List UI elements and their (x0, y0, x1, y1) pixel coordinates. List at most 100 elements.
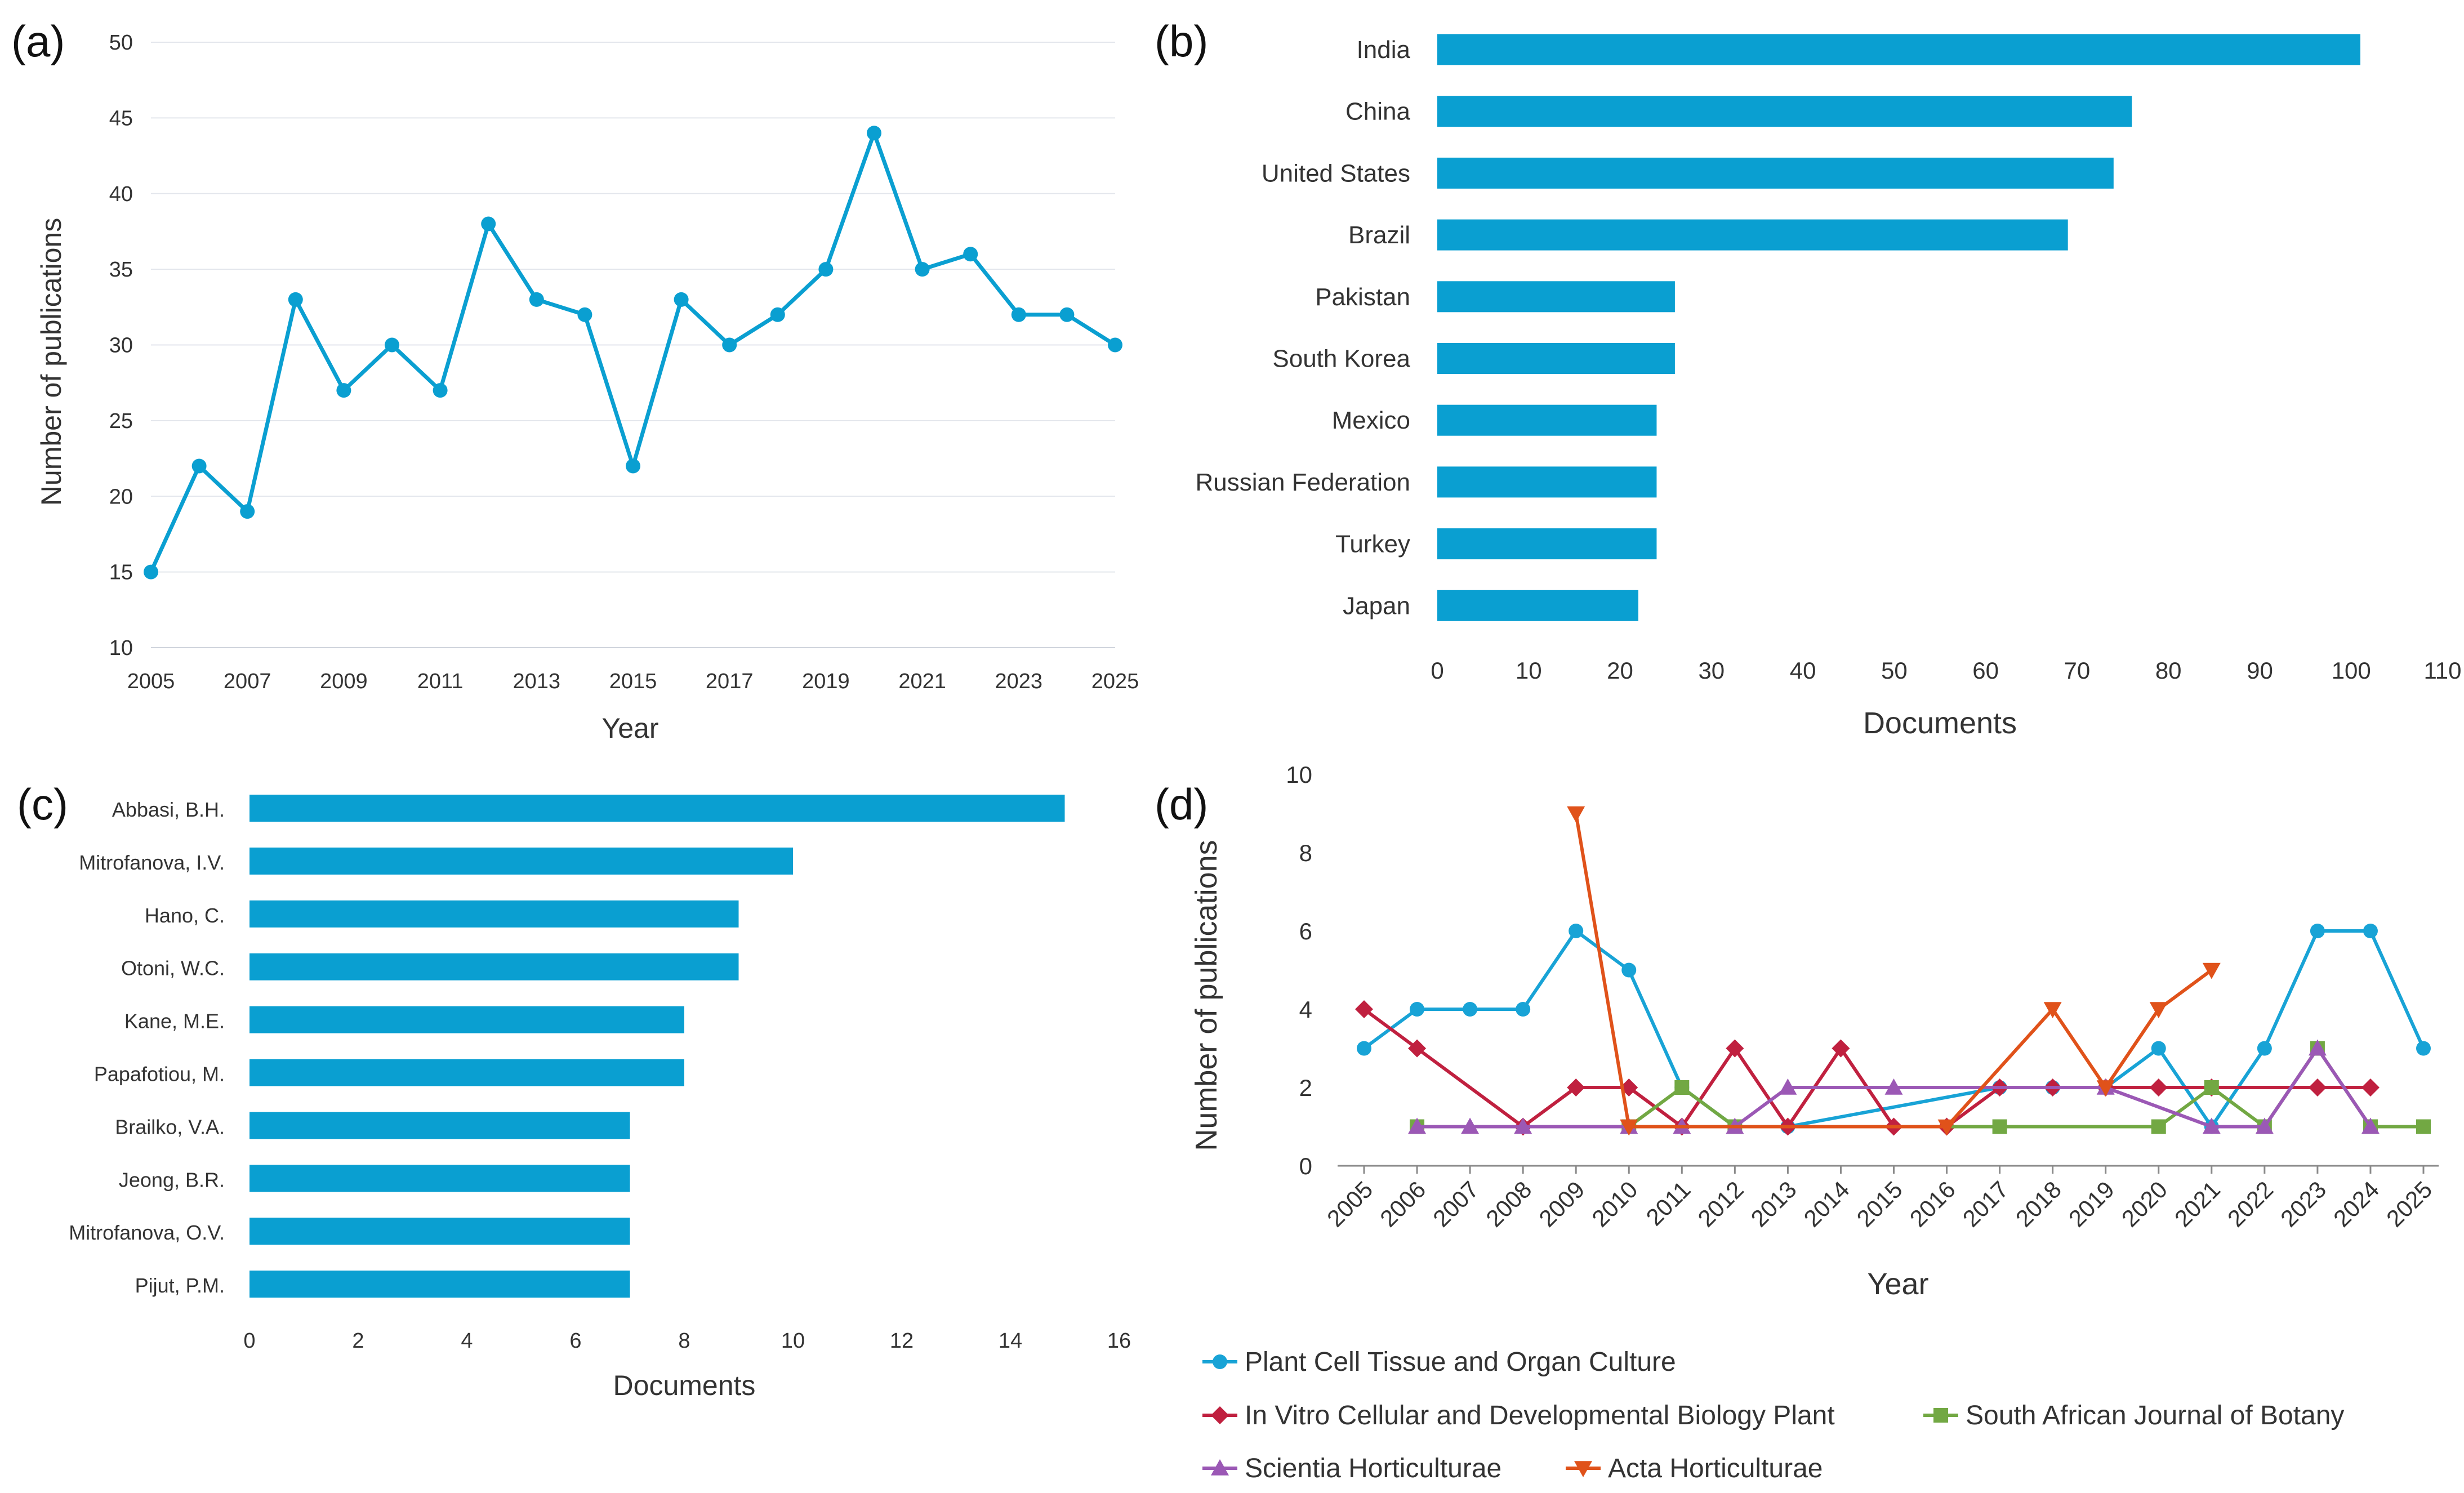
x-tick-label-d: 2024 (2328, 1176, 2384, 1232)
y-tick-label-a: 35 (109, 258, 133, 282)
y-tick-label-a: 45 (109, 106, 133, 130)
category-label-b: Japan (1343, 592, 1410, 620)
bar-c (249, 1218, 630, 1245)
category-label-c: Hano, C. (145, 904, 225, 927)
legend-label-d-3: Scientia Horticulturae (1245, 1454, 1501, 1483)
x-tick-label-a: 2011 (417, 670, 464, 693)
x-tick-label-d: 2017 (1958, 1176, 2013, 1232)
y-tick-label-d: 0 (1299, 1153, 1312, 1179)
data-point-d-3 (2202, 1117, 2221, 1134)
legend-marker-d-2 (1933, 1408, 1948, 1423)
bar-c (249, 1059, 684, 1086)
x-axis-title-c: Documents (613, 1370, 756, 1401)
data-point-d-3 (2361, 1117, 2380, 1134)
category-label-c: Otoni, W.C. (121, 957, 225, 980)
x-tick-label-d: 2006 (1375, 1176, 1431, 1232)
bar-c (249, 795, 1065, 822)
data-point-a (144, 564, 158, 580)
series-line-a (149, 131, 1116, 573)
x-tick-label-a: 2009 (320, 670, 368, 693)
data-point-d-4 (2149, 1002, 2168, 1018)
bar-c (249, 953, 739, 981)
data-point-a (626, 458, 640, 474)
bar-b (1437, 404, 1657, 436)
x-tick-label-a: 2023 (995, 670, 1043, 693)
bar-b (1437, 219, 2068, 251)
data-point-a (433, 383, 448, 398)
x-tick-label-a: 2021 (898, 670, 946, 693)
data-point-d-3 (1884, 1078, 1903, 1095)
data-point-d-3 (2255, 1117, 2274, 1134)
category-label-b: Mexico (1332, 407, 1410, 434)
data-point-a (529, 292, 544, 307)
data-point-d-4 (2096, 1080, 2115, 1097)
y-tick-label-a: 30 (109, 334, 133, 358)
x-tick-label-d: 2019 (2064, 1176, 2119, 1232)
data-point-d-2 (2151, 1119, 2166, 1134)
bar-b (1437, 590, 1638, 621)
category-label-c: Abbasi, B.H. (112, 798, 225, 821)
data-point-a (915, 262, 930, 277)
data-point-d-1 (1408, 1039, 1427, 1058)
x-tick-label-b: 60 (1972, 657, 1999, 684)
panel-label-b: (b) (1155, 16, 1208, 66)
x-tick-label-d: 2014 (1799, 1176, 1855, 1232)
data-point-d-0 (1410, 1002, 1425, 1017)
data-point-a (818, 262, 834, 277)
x-tick-label-d: 2025 (2381, 1176, 2437, 1232)
x-tick-label-d: 2020 (2117, 1176, 2172, 1232)
data-point-d-0 (2416, 1041, 2431, 1056)
category-label-c: Kane, M.E. (124, 1010, 225, 1033)
chart-d-publications-by-journal: 0246810200520062007200820092010201120122… (1189, 761, 2439, 1483)
x-tick-label-b: 100 (2332, 657, 2371, 684)
category-label-c: Brailko, V.A. (115, 1115, 225, 1138)
data-point-d-2 (2204, 1080, 2219, 1095)
x-tick-label-d: 2005 (1322, 1176, 1378, 1232)
data-point-d-0 (2257, 1041, 2272, 1056)
category-label-b: Pakistan (1315, 283, 1410, 311)
y-axis-title-a: Number of publications (35, 218, 67, 506)
y-tick-label-a: 40 (109, 182, 133, 206)
data-point-a (385, 337, 399, 353)
y-tick-label-a: 50 (109, 31, 133, 55)
data-point-d-0 (1357, 1041, 1371, 1056)
x-tick-label-d: 2011 (1641, 1176, 1696, 1231)
x-tick-label-c: 16 (1107, 1329, 1131, 1353)
x-tick-label-b: 50 (1881, 657, 1908, 684)
legend-label-d-4: Acta Horticulturae (1608, 1454, 1823, 1483)
bar-b (1437, 281, 1675, 313)
data-point-d-0 (2363, 924, 2378, 938)
x-tick-label-b: 90 (2247, 657, 2273, 684)
data-point-a (481, 216, 496, 231)
y-tick-label-d: 10 (1286, 761, 1312, 788)
x-tick-label-b: 20 (1607, 657, 1633, 684)
x-tick-label-a: 2015 (609, 670, 657, 693)
legend-label-d-1: In Vitro Cellular and Developmental Biol… (1245, 1401, 1835, 1430)
legend-label-d-0: Plant Cell Tissue and Organ Culture (1245, 1347, 1676, 1377)
series-line-d-0 (1363, 929, 2425, 1129)
x-tick-label-b: 0 (1431, 657, 1443, 684)
x-axis-title-a: Year (601, 712, 658, 744)
category-label-b: Russian Federation (1195, 469, 1410, 496)
panel-label-c: (c) (17, 779, 68, 829)
x-tick-label-b: 40 (1790, 657, 1816, 684)
data-point-a (288, 292, 303, 307)
category-label-c: Mitrofanova, I.V. (79, 851, 225, 874)
x-tick-label-d: 2018 (2011, 1176, 2066, 1232)
data-point-d-1 (1355, 1000, 1373, 1018)
bar-b (1437, 157, 2114, 189)
bar-c (249, 1271, 630, 1298)
bar-b (1437, 528, 1657, 560)
data-point-a (336, 383, 351, 398)
data-point-a (963, 247, 978, 262)
legend-marker-d-0 (1213, 1354, 1227, 1369)
bar-b (1437, 96, 2132, 127)
category-label-b: India (1357, 36, 1411, 64)
x-tick-label-c: 10 (781, 1329, 805, 1353)
x-tick-label-d: 2007 (1428, 1176, 1483, 1232)
category-label-b: Brazil (1348, 221, 1410, 249)
x-tick-label-a: 2025 (1091, 670, 1139, 693)
data-point-d-2 (1674, 1080, 1690, 1095)
data-point-d-0 (2310, 924, 2325, 938)
